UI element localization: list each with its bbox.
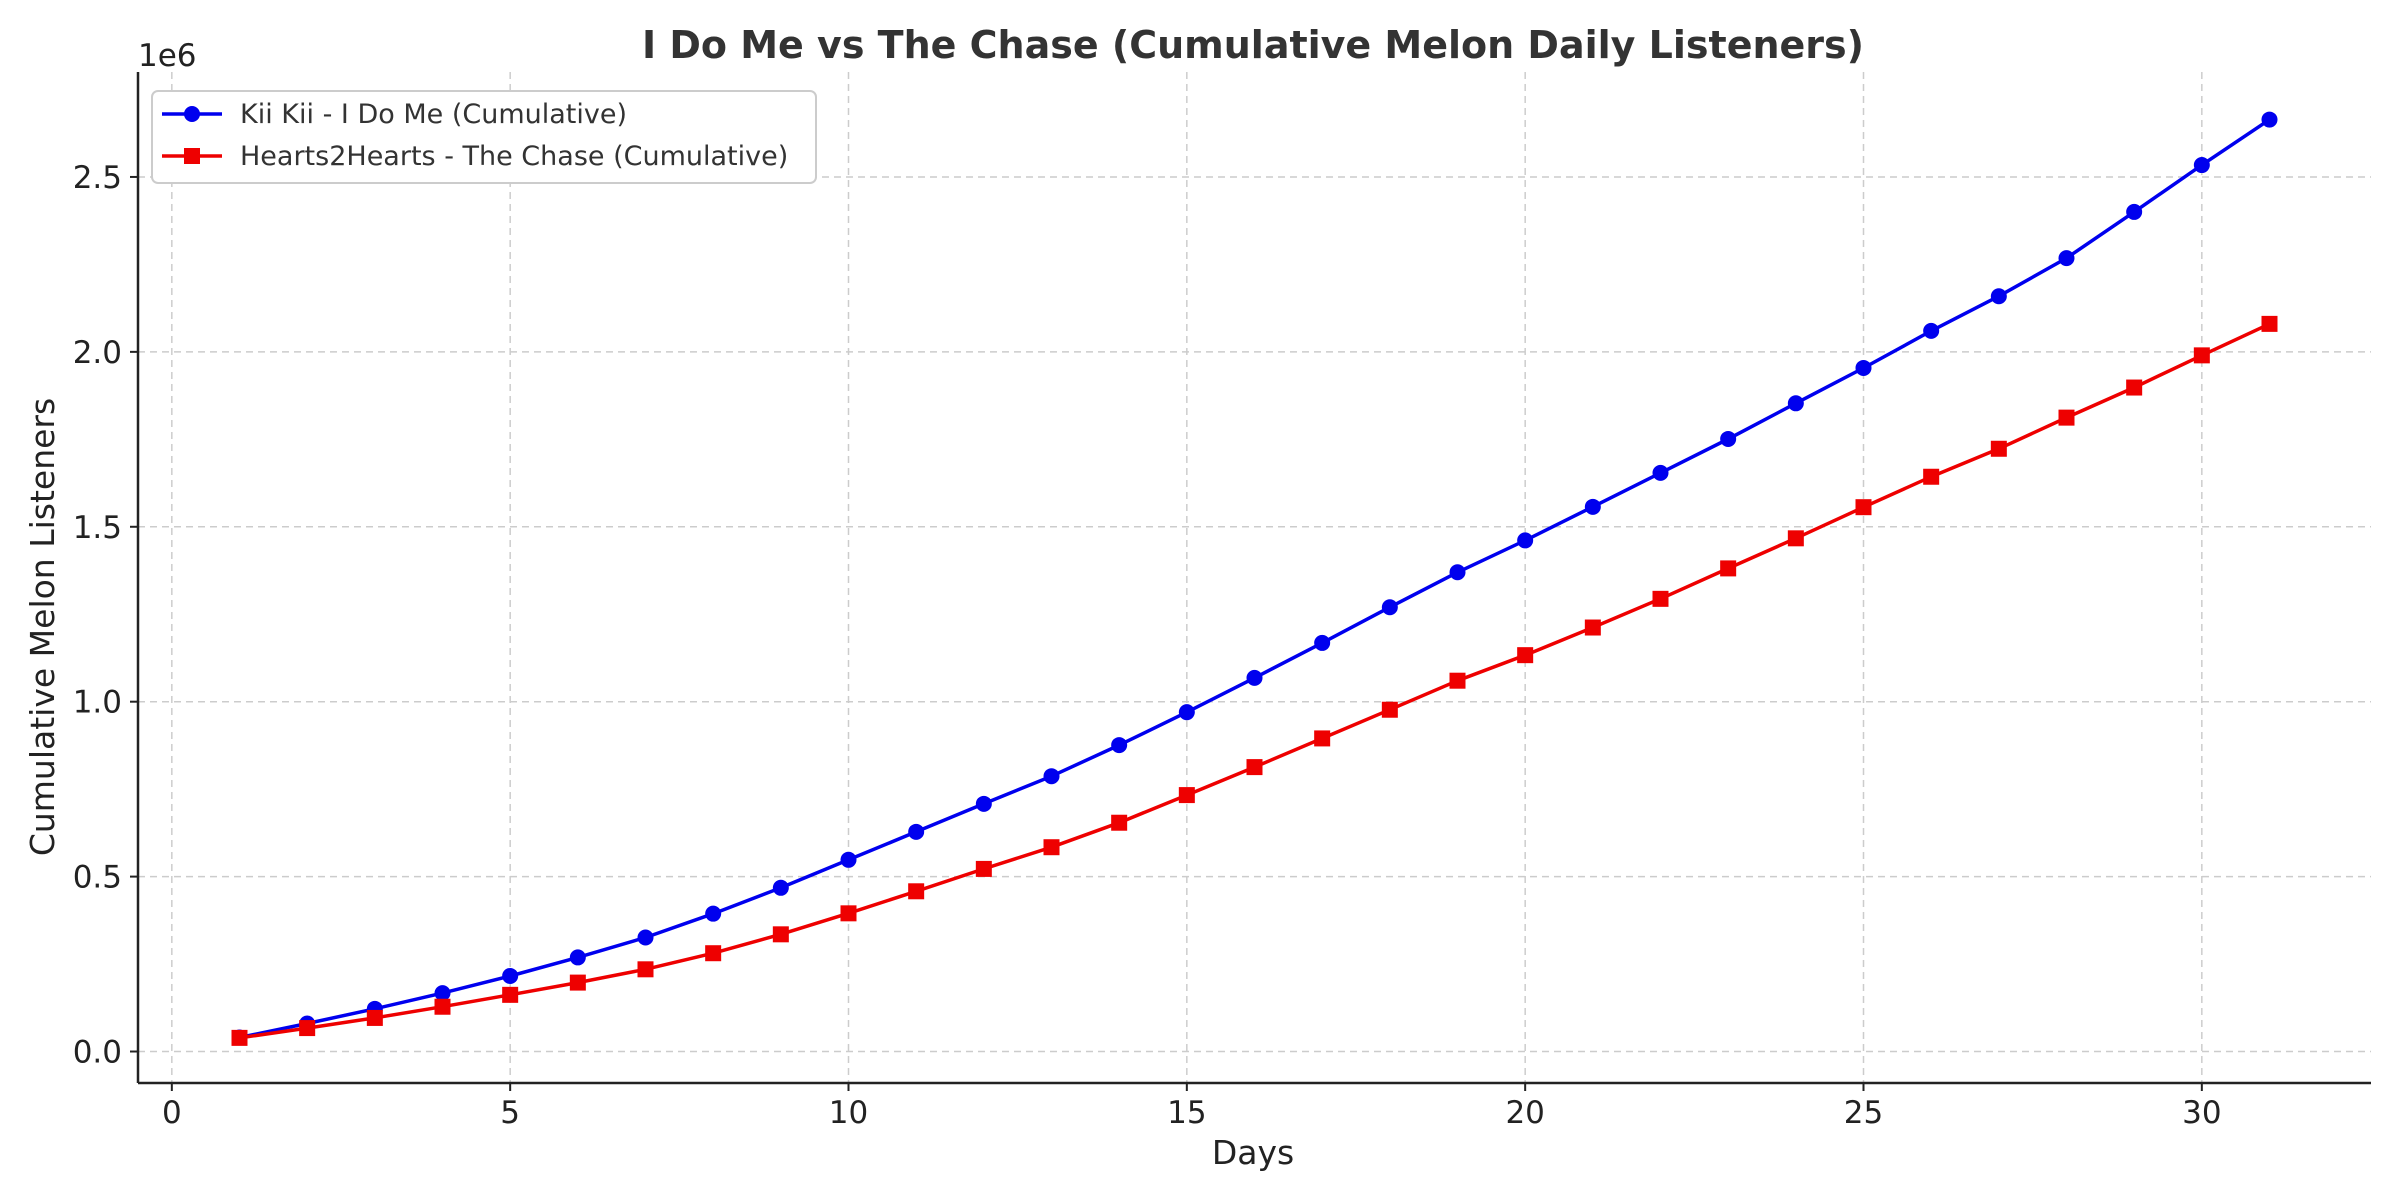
data-point-square (1720, 560, 1737, 577)
data-point-circle (637, 929, 654, 946)
data-point-circle (1517, 532, 1534, 549)
data-point-square (299, 1020, 316, 1037)
data-point-square (1381, 701, 1398, 718)
data-point-circle (1855, 359, 1872, 376)
data-point-circle (502, 967, 519, 984)
data-point-square (366, 1009, 383, 1026)
data-point-square (1246, 759, 1263, 776)
data-point-circle (434, 985, 451, 1002)
data-point-square (1652, 590, 1669, 607)
data-point-circle (1381, 599, 1398, 616)
grid (138, 72, 2371, 1083)
data-point-circle (1246, 669, 1263, 686)
x-tick-label: 30 (2182, 1095, 2221, 1131)
data-point-square (434, 998, 451, 1015)
data-point-circle (569, 949, 586, 966)
tick-labels: 0 5 10 15 20 25 30 0.0 0.5 1.0 1.5 2.0 2.5 (73, 160, 2222, 1131)
data-point-circle (1787, 395, 1804, 412)
data-point-square (1043, 839, 1060, 856)
data-point-circle (908, 823, 925, 840)
legend-label-kii-kii: Kii Kii - I Do Me (Cumulative) (240, 99, 627, 130)
data-point-circle (2126, 203, 2143, 220)
data-point-square (975, 860, 992, 877)
data-point-square (2058, 409, 2075, 426)
data-point-circle (1111, 737, 1128, 754)
axes (130, 72, 2371, 1091)
data-point-square (637, 961, 654, 978)
x-tick-label: 0 (162, 1095, 182, 1131)
x-tick-label: 20 (1505, 1095, 1544, 1131)
data-point-circle (1923, 322, 1940, 339)
legend-marker-square-icon (184, 148, 200, 164)
y-axis-offset-label: 1e6 (138, 38, 197, 74)
data-point-square (1584, 619, 1601, 636)
legend-label-hearts2hearts: Hearts2Hearts - The Chase (Cumulative) (240, 141, 788, 172)
x-axis-label: Days (1212, 1133, 1294, 1172)
y-tick-label: 0.5 (73, 860, 122, 896)
data-point-circle (1449, 564, 1466, 581)
data-point-square (1178, 787, 1195, 804)
data-point-square (569, 974, 586, 991)
data-point-circle (840, 851, 857, 868)
data-point-square (840, 905, 857, 922)
x-tick-label: 5 (500, 1095, 520, 1131)
x-tick-label: 15 (1167, 1095, 1206, 1131)
data-point-circle (1720, 430, 1737, 447)
data-point-square (2193, 347, 2210, 364)
data-point-circle (705, 905, 722, 922)
data-point-square (231, 1029, 248, 1046)
data-point-square (772, 926, 789, 943)
y-tick-label: 1.0 (73, 685, 122, 721)
data-point-circle (1652, 464, 1669, 481)
data-point-square (1923, 468, 1940, 485)
data-point-square (1314, 730, 1331, 747)
data-point-square (1449, 672, 1466, 689)
data-point-circle (2261, 111, 2278, 128)
series-layer (231, 111, 2278, 1046)
data-point-circle (975, 795, 992, 812)
data-point-circle (1043, 768, 1060, 785)
data-point-square (1111, 814, 1128, 831)
data-point-square (2126, 379, 2143, 396)
legend: Kii Kii - I Do Me (Cumulative) Hearts2He… (151, 90, 817, 184)
y-tick-label: 0.0 (73, 1035, 122, 1071)
legend-box (151, 90, 817, 184)
data-point-circle (1584, 498, 1601, 515)
data-point-square (908, 883, 925, 900)
data-point-circle (2193, 157, 2210, 174)
legend-marker-circle-icon (184, 106, 200, 122)
data-point-square (1855, 499, 1872, 516)
x-tick-label: 25 (1844, 1095, 1883, 1131)
data-point-circle (2058, 250, 2075, 267)
data-point-square (502, 986, 519, 1003)
y-axis-label: Cumulative Melon Listeners (23, 398, 62, 856)
data-point-square (1990, 440, 2007, 457)
data-point-circle (1178, 704, 1195, 721)
data-point-circle (1314, 634, 1331, 651)
y-tick-label: 2.0 (73, 335, 122, 371)
x-tick-label: 10 (829, 1095, 868, 1131)
data-point-circle (1990, 288, 2007, 305)
data-point-square (705, 945, 722, 962)
chart-title: I Do Me vs The Chase (Cumulative Melon D… (642, 23, 1864, 67)
data-point-square (1787, 530, 1804, 547)
y-tick-label: 2.5 (73, 160, 122, 196)
y-tick-label: 1.5 (73, 510, 122, 546)
data-point-square (2261, 315, 2278, 332)
data-point-square (1517, 647, 1534, 664)
data-point-circle (772, 879, 789, 896)
